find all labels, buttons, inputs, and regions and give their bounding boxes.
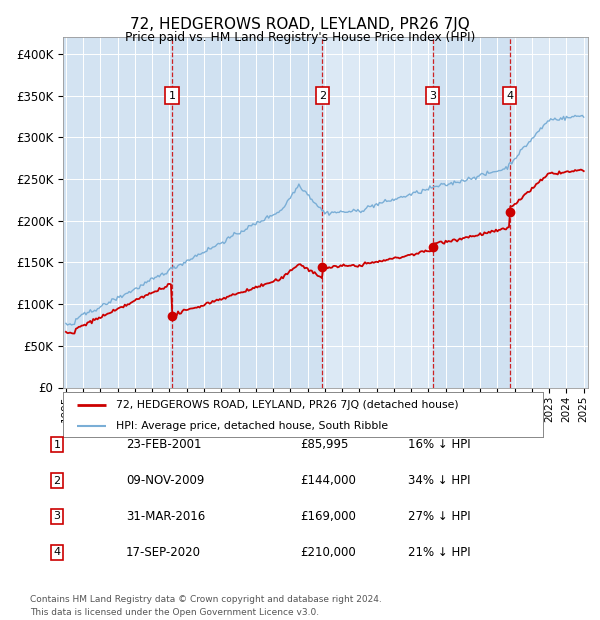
Text: 23-FEB-2001: 23-FEB-2001 — [126, 438, 202, 451]
Bar — [433, 37, 509, 387]
Text: 72, HEDGEROWS ROAD, LEYLAND, PR26 7JQ (detached house): 72, HEDGEROWS ROAD, LEYLAND, PR26 7JQ (d… — [116, 400, 458, 410]
Text: £169,000: £169,000 — [300, 510, 356, 523]
Text: 17-SEP-2020: 17-SEP-2020 — [126, 546, 201, 559]
Text: Price paid vs. HM Land Registry's House Price Index (HPI): Price paid vs. HM Land Registry's House … — [125, 31, 475, 44]
Text: 4: 4 — [53, 547, 61, 557]
Text: 3: 3 — [53, 512, 61, 521]
Text: Contains HM Land Registry data © Crown copyright and database right 2024.
This d: Contains HM Land Registry data © Crown c… — [30, 595, 382, 617]
Text: 1: 1 — [53, 440, 61, 450]
Text: 21% ↓ HPI: 21% ↓ HPI — [408, 546, 470, 559]
Text: 09-NOV-2009: 09-NOV-2009 — [126, 474, 205, 487]
Text: 1: 1 — [169, 91, 175, 100]
Text: 34% ↓ HPI: 34% ↓ HPI — [408, 474, 470, 487]
Bar — [172, 37, 322, 387]
Text: 27% ↓ HPI: 27% ↓ HPI — [408, 510, 470, 523]
Text: 2: 2 — [319, 91, 326, 100]
Text: 2: 2 — [53, 476, 61, 485]
Text: 4: 4 — [506, 91, 513, 100]
Text: 16% ↓ HPI: 16% ↓ HPI — [408, 438, 470, 451]
Bar — [63, 37, 172, 387]
Text: HPI: Average price, detached house, South Ribble: HPI: Average price, detached house, Sout… — [116, 421, 388, 431]
Text: £144,000: £144,000 — [300, 474, 356, 487]
Text: £210,000: £210,000 — [300, 546, 356, 559]
Text: £85,995: £85,995 — [300, 438, 349, 451]
Text: 31-MAR-2016: 31-MAR-2016 — [126, 510, 205, 523]
Text: 3: 3 — [429, 91, 436, 100]
Text: 72, HEDGEROWS ROAD, LEYLAND, PR26 7JQ: 72, HEDGEROWS ROAD, LEYLAND, PR26 7JQ — [130, 17, 470, 32]
